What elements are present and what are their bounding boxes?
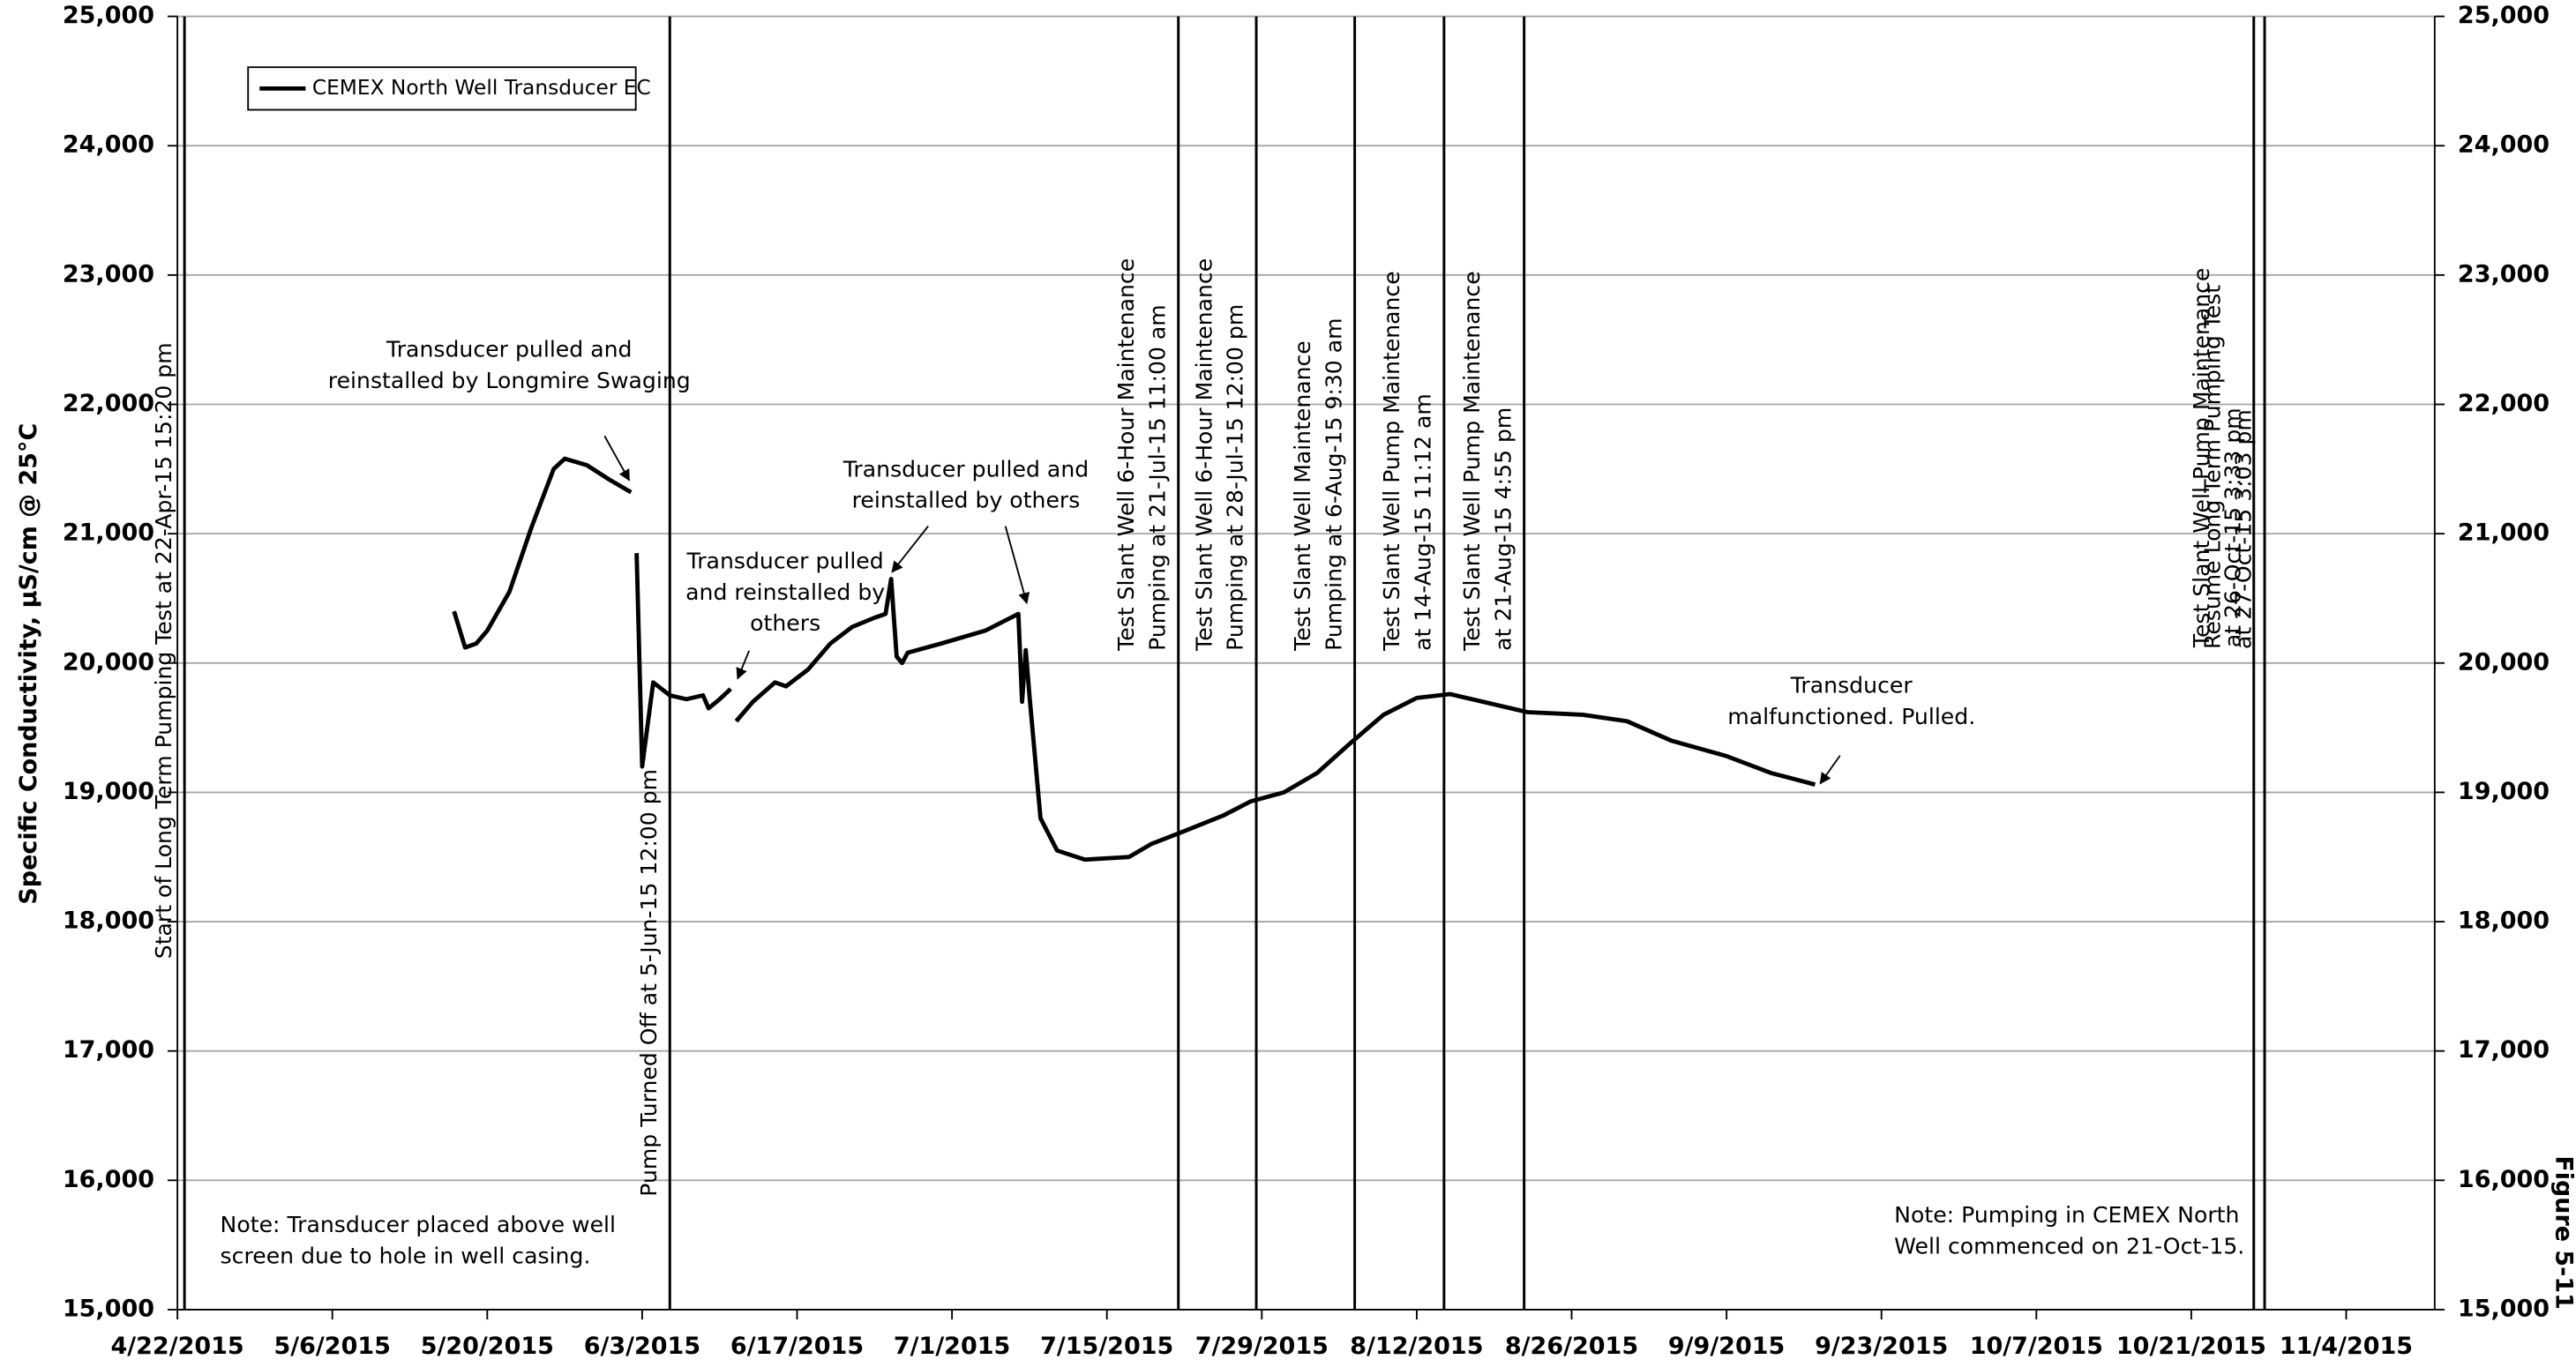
y2-tick-label: 15,000 [2458, 1295, 2550, 1322]
x-tick-label: 6/17/2015 [730, 1333, 864, 1360]
y-tick-label: 23,000 [63, 260, 154, 288]
event-label: Test Slant Well Pump Maintenance [1379, 271, 1404, 651]
annotation: others [750, 610, 820, 636]
x-tick-label: 11/4/2015 [2280, 1333, 2413, 1360]
annotation: Transducer pulled [686, 548, 884, 573]
x-tick-label: 10/21/2015 [2116, 1333, 2266, 1360]
y-tick-label: 25,000 [63, 2, 154, 29]
event-label: Test Slant Well Pump Maintenance [1459, 271, 1485, 651]
x-tick-label: 7/15/2015 [1040, 1333, 1173, 1360]
annotation-arrow [603, 435, 631, 482]
x-tick-label: 5/20/2015 [421, 1333, 554, 1360]
x-tick-label: 10/7/2015 [1970, 1333, 2103, 1360]
annotation: Transducer pulled and [842, 456, 1089, 482]
annotation: and reinstalled by [685, 579, 885, 605]
annotation: Transducer pulled and [386, 337, 632, 362]
x-tick-label: 8/12/2015 [1350, 1333, 1483, 1360]
x-tick-label: 8/26/2015 [1505, 1333, 1638, 1360]
y2-tick-label: 17,000 [2458, 1036, 2550, 1064]
y-tick-label: 19,000 [63, 778, 154, 805]
annotation-arrow [891, 526, 929, 573]
event-label: Pumping at 6-Aug-15 9:30 am [1321, 317, 1346, 650]
x-tick-label: 7/1/2015 [894, 1333, 1010, 1360]
annotation: reinstalled by others [852, 488, 1081, 513]
y-tick-label: 18,000 [63, 908, 154, 935]
y2-tick-label: 24,000 [2458, 131, 2550, 159]
y2-tick-label: 16,000 [2458, 1166, 2550, 1193]
event-label: Pumping at 21-Jul-15 11:00 am [1144, 304, 1170, 651]
annotation: Note: Transducer placed above well [221, 1212, 616, 1237]
y2-tick-label: 18,000 [2458, 908, 2550, 935]
y-tick-label: 24,000 [63, 131, 154, 159]
data-line [452, 456, 1816, 863]
legend: CEMEX North Well Transducer EC [247, 66, 651, 111]
annotation: Transducer [1790, 673, 1913, 698]
x-tick-label: 5/6/2015 [274, 1333, 391, 1360]
event-label: Test Slant Well Pump Maintenance [2189, 268, 2214, 648]
event-label: Pump Turned Off at 5-Jun-15 12:00 pm [636, 769, 662, 1197]
event-label: Test Slant Well Maintenance [1290, 340, 1315, 652]
annotation: Well commenced on 21-Oct-15. [1894, 1233, 2244, 1259]
annotation-arrow [736, 650, 751, 680]
y-axis-title: Specific Conductivity, µS/cm @ 25°C [15, 423, 42, 905]
y-tick-label: 15,000 [63, 1295, 154, 1322]
event-label: at 14-Aug-15 11:12 am [1410, 393, 1435, 651]
annotation: reinstalled by Longmire Swaging [328, 368, 691, 393]
y-tick-label: 16,000 [63, 1166, 154, 1193]
y2-tick-label: 20,000 [2458, 648, 2550, 676]
legend-label: CEMEX North Well Transducer EC [312, 76, 651, 100]
event-label: Start of Long Term Pumping Test at 22-Ap… [151, 342, 176, 959]
x-tick-label: 9/9/2015 [1668, 1333, 1785, 1360]
event-label: at 27-Oct-15 3:03 pm [2231, 409, 2257, 649]
event-label: Test Slant Well 6-Hour Maintenance [1113, 258, 1139, 652]
y-tick-label: 22,000 [63, 390, 154, 417]
y-tick-label: 20,000 [63, 648, 154, 676]
event-label: Resume Long Term Pumping Test [2199, 285, 2225, 649]
y2-tick-label: 19,000 [2458, 778, 2550, 805]
annotation: malfunctioned. Pulled. [1727, 704, 1975, 729]
x-tick-label: 6/3/2015 [584, 1333, 700, 1360]
figure-label: Figure 5-11 [2550, 1155, 2576, 1309]
event-label: Pumping at 28-Jul-15 12:00 pm [1223, 304, 1248, 651]
y-tick-label: 21,000 [63, 519, 154, 547]
annotation-arrow [1004, 526, 1030, 605]
event-label: at 21-Aug-15 4:55 pm [1490, 407, 1516, 651]
y2-tick-label: 23,000 [2458, 260, 2550, 288]
annotation-arrow [1819, 755, 1841, 785]
y-tick-label: 17,000 [63, 1036, 154, 1064]
annotation: Note: Pumping in CEMEX North [1894, 1202, 2239, 1228]
legend-box [247, 66, 637, 111]
y2-tick-label: 21,000 [2458, 519, 2550, 547]
x-tick-label: 4/22/2015 [111, 1333, 244, 1360]
annotation: screen due to hole in well casing. [221, 1243, 591, 1268]
x-tick-label: 7/29/2015 [1195, 1333, 1329, 1360]
x-tick-label: 9/23/2015 [1815, 1333, 1948, 1360]
y2-tick-label: 22,000 [2458, 390, 2550, 417]
y2-tick-label: 25,000 [2458, 2, 2550, 29]
event-label: Test Slant Well 6-Hour Maintenance [1191, 258, 1217, 652]
event-label: at 26-Oct-15 3:33 pm [2220, 407, 2245, 647]
